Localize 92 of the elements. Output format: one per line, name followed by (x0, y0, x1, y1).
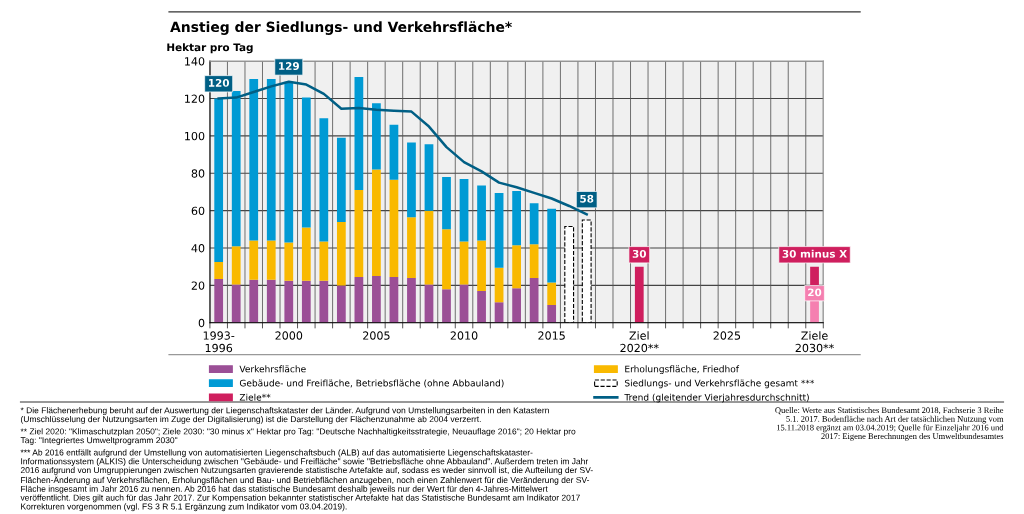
bar (442, 177, 451, 230)
bar (249, 240, 259, 280)
source-note: Quelle: Werte aus Statistisches Bundesamt 2018, Fachserie 3 Reihe 5.1. 2017. Bodenfläche nach Art der tatsächlichen Nutzung vom 15.11.2018 ergänzt am 03.04.2019; Quelle für Einzeljahr 2016 und 2017: Eigene Berechnungen des Umweltbundesamtes (775, 407, 1004, 441)
bar (512, 245, 521, 289)
bar (407, 142, 416, 218)
bar (266, 78, 276, 241)
y-tick-label: 80 (191, 169, 205, 178)
x-tick-label: 2010 (450, 331, 478, 340)
bar (424, 144, 434, 211)
bar (477, 240, 486, 292)
bar (442, 289, 451, 323)
bar (407, 217, 416, 278)
total-label: 30 (632, 249, 647, 258)
bar (547, 208, 557, 283)
y-axis-title: Hektar pro Tag (167, 43, 253, 54)
x-tick-label: 2015 (538, 331, 565, 340)
bar (407, 277, 416, 323)
chart-title: Anstieg der Siedlungs- und Verkehrsfläche* (170, 21, 512, 35)
x-tick-label: 2025 (713, 331, 741, 340)
bar (284, 280, 294, 323)
bar (529, 203, 539, 245)
bar (301, 280, 311, 323)
legend-label: Erholungsfläche, Friedhof (625, 365, 740, 375)
data-label: 129 (279, 62, 299, 70)
y-tick-label: 140 (185, 57, 205, 66)
bar (319, 118, 329, 242)
bar (354, 277, 364, 323)
bar (214, 98, 224, 263)
bar (389, 277, 399, 323)
x-tick-label: 2000 (275, 331, 303, 340)
bar (372, 169, 381, 277)
bar (336, 137, 346, 222)
bar (372, 276, 381, 323)
bar (301, 227, 311, 281)
x-tick-label: 1993- 1996 (203, 331, 235, 353)
bar (231, 284, 241, 323)
y-tick-label: 120 (185, 94, 205, 103)
bar (459, 178, 469, 242)
bar (284, 81, 294, 243)
x-tick-label: Ziele 2030** (795, 331, 834, 353)
bar (529, 277, 539, 323)
bar (214, 278, 224, 323)
y-tick-label: 40 (191, 244, 205, 253)
bar (336, 285, 346, 323)
data-label: 20 (808, 288, 822, 297)
bar (494, 192, 504, 268)
bar (477, 185, 486, 241)
legend-label: Trend (gleitender Vierjahresdurchschnitt) (624, 393, 809, 403)
data-label: 58 (580, 194, 594, 203)
bar (424, 284, 434, 323)
bar (301, 97, 311, 228)
y-tick-label: 100 (185, 131, 205, 141)
bar (266, 240, 276, 280)
bar (354, 190, 364, 278)
bar (529, 244, 539, 278)
bar (266, 279, 276, 323)
text: ** Ziel 2020: "Klimaschutzplan 2050"; Ziele 2030: "30 minus x" Hektar pro Tag: "Deutsche Nachhaltigkeitsstrategie, Neuauflage 2016"; 20 Hektar pro Tag: "Integriertes Umweltprogramm 2030" (20, 428, 576, 445)
bar (442, 229, 451, 290)
bar (547, 282, 557, 306)
bar (231, 246, 241, 285)
x-tick-label: Ziel 2020** (620, 331, 659, 353)
bar (319, 280, 329, 323)
bar (477, 291, 486, 323)
data-label: 120 (208, 78, 230, 87)
legend-label: Ziele** (239, 393, 271, 401)
bar (494, 267, 504, 303)
bar (424, 210, 434, 285)
text: *** Ab 2016 entfällt aufgrund der Umstellung von automatisierten Liegenschaftsbuch (ALB) auf das automatisierte Liegenschaftskataster- Informationssystem (ALKIS) die Unterscheidung zwischen "Gebäude- und Freifläche" sowie "Betriebsfläche ohne Abbauland". Außerdem treten im Jahr 2016 aufgrund von Umgruppierungen zwischen Nutzungsarten gravierende statistische Artefakte auf, sodass es weder sinnvoll ist, die Aufteilung der SV- Flächen-Änderung auf Verkehrsflächen, Erholungsflächen und Bau- und Betriebflächen anzugeben, noch einen Zahlenwert für die Veränderung der SV- Fläche insgesamt im Jahr 2016 zu nennen. Ab 2016 hat das statistische Bundesamt deshalb jeweils nur der Wert für den 4-Jahres-Mittelwert veröffentlicht. Dies gilt auch für das Jahr 2017. Zur Kompensation bekannter statistischer Artefakte hat das Statistische Bundesamt am Indikator 2017 Korrekturen vorgenommen (vgl. FS 3 R 5.1 Ergänzung zum Indikator vom 03.04.2019). (20, 449, 593, 512)
bar (336, 221, 346, 286)
y-tick-label: 60 (191, 206, 205, 216)
bar (354, 77, 364, 191)
bar (231, 91, 241, 247)
text: * Die Flächenerhebung beruht auf der Auswertung der Liegenschaftskataster der Länder. Aufgrund von Umstellungsarbeiten in den Katastern (Umschlüsselung der Nutzungsarten im Zuge der Digitalisierung) ist die Darstellung der Flächenzunahme ab 2004 verzerrt. (20, 407, 549, 424)
y-tick-label: 20 (191, 281, 205, 290)
y-tick-label: 0 (198, 318, 205, 328)
bar (372, 103, 381, 170)
bar (547, 305, 557, 323)
bar (512, 288, 521, 323)
legend-label: Siedlungs- und Verkehrsfläche gesamt *** (624, 379, 815, 389)
bar (389, 124, 399, 180)
bar (284, 242, 294, 281)
bar (319, 241, 329, 281)
bar (459, 284, 469, 323)
total-label: 30 minus X (782, 249, 847, 258)
legend-label: Gebäude- und Freifläche, Betriebsfläche (ohne Abbauland) (239, 379, 504, 388)
bar (249, 78, 259, 241)
bar (214, 262, 224, 279)
x-tick-label: 2005 (363, 331, 390, 340)
bar (249, 279, 259, 323)
legend-label: Verkehrsfläche (239, 365, 306, 373)
bar (389, 179, 399, 278)
bar (512, 191, 521, 246)
